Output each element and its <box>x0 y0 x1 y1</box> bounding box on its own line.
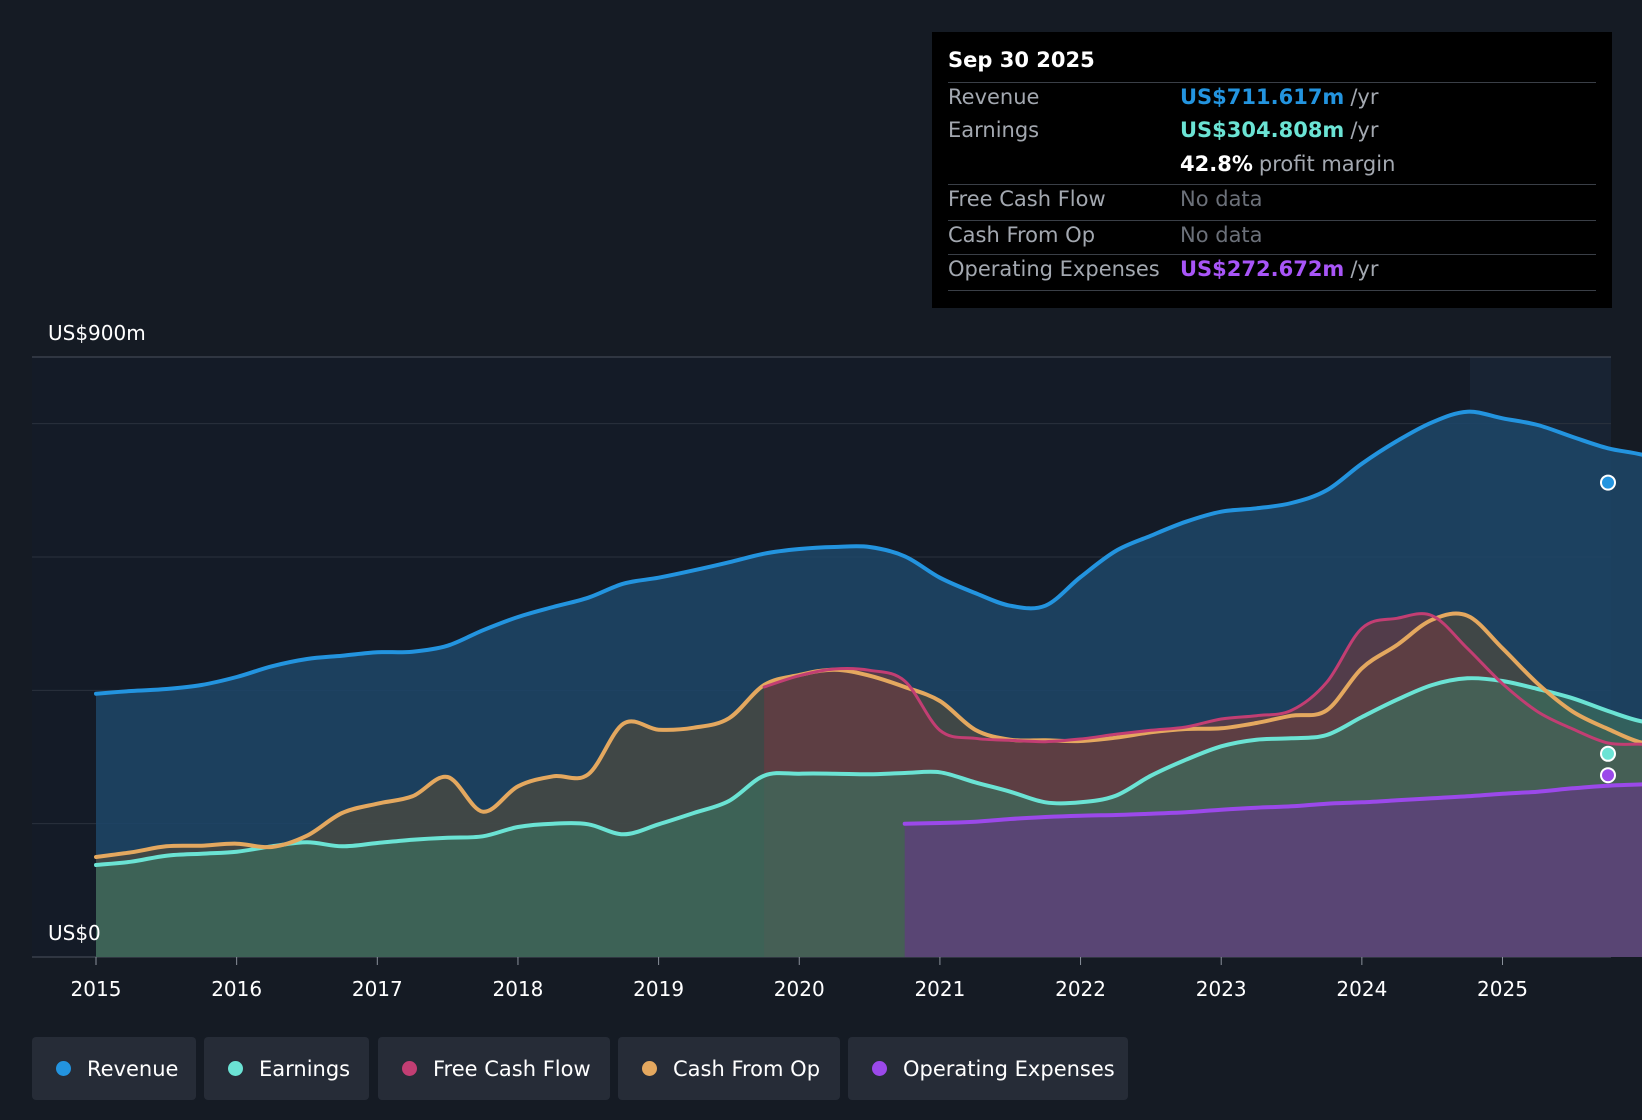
tooltip-value-fcf: No data <box>1180 187 1263 211</box>
legend-dot-earnings <box>228 1061 243 1076</box>
area-operating-expenses <box>904 784 1642 957</box>
revenue-value: US$711.617m <box>1180 85 1345 109</box>
end-marker-revenue <box>1600 474 1616 491</box>
x-tick-label: 2020 <box>774 977 825 1001</box>
legend-label-cash-from-op: Cash From Op <box>673 1056 821 1081</box>
x-tick-label: 2017 <box>352 977 403 1001</box>
legend-free-cash-flow[interactable]: Free Cash Flow <box>378 1037 610 1100</box>
tooltip-value-earnings: US$304.808m/yr <box>1180 118 1378 142</box>
margin-unit: profit margin <box>1258 152 1396 176</box>
legend-label-operating-expenses: Operating Expenses <box>903 1056 1115 1081</box>
legend-label-free-cash-flow: Free Cash Flow <box>433 1056 591 1081</box>
opex-unit: /yr <box>1350 257 1379 281</box>
legend-revenue[interactable]: Revenue <box>32 1037 196 1100</box>
revenue-unit: /yr <box>1350 85 1379 109</box>
tooltip-bottom-rule <box>948 290 1596 291</box>
opex-value: US$272.672m <box>1180 257 1345 281</box>
x-tick-label: 2016 <box>211 977 262 1001</box>
earnings-unit: /yr <box>1350 118 1379 142</box>
x-axis: 2015 2016 2017 2018 2019 2020 2021 2022 2023 2024… <box>71 957 1528 1001</box>
tooltip-value-revenue: US$711.617m/yr <box>1180 85 1378 109</box>
tooltip-row-fcf: Free Cash Flow No data <box>948 184 1596 211</box>
y-axis-bottom-label: US$0 <box>48 921 101 945</box>
series-lines <box>94 409 1642 867</box>
tooltip-label-fcf: Free Cash Flow <box>948 187 1106 211</box>
end-markers <box>1600 474 1616 784</box>
end-marker-earnings <box>1600 745 1616 762</box>
margin-value: 42.8% <box>1180 152 1253 176</box>
tooltip-date: Sep 30 2025 <box>948 48 1095 72</box>
tooltip-row-cfo: Cash From Op No data <box>948 220 1596 247</box>
line-cash-from-op <box>94 611 1642 859</box>
tooltip-label-opex: Operating Expenses <box>948 257 1160 281</box>
earnings-value: US$304.808m <box>1180 118 1345 142</box>
line-free-cash-flow <box>762 612 1642 746</box>
tooltip-label-cfo: Cash From Op <box>948 223 1096 247</box>
tooltip-row-revenue: Revenue US$711.617m/yr <box>948 82 1596 109</box>
legend-earnings[interactable]: Earnings <box>204 1037 369 1100</box>
x-tick-label: 2024 <box>1336 977 1387 1001</box>
x-tick-label: 2018 <box>493 977 544 1001</box>
legend-label-revenue: Revenue <box>87 1056 179 1081</box>
tooltip: Sep 30 2025 Revenue US$711.617m/yr Earni… <box>932 32 1612 308</box>
line-operating-expenses <box>902 782 1642 826</box>
tooltip-label-earnings: Earnings <box>948 118 1040 142</box>
legend-operating-expenses[interactable]: Operating Expenses <box>848 1037 1128 1100</box>
x-tick-label: 2022 <box>1055 977 1106 1001</box>
legend-dot-cash-from-op <box>642 1061 657 1076</box>
x-tick-label: 2021 <box>914 977 965 1001</box>
legend-dot-operating-expenses <box>872 1061 887 1076</box>
legend-dot-revenue <box>56 1061 71 1076</box>
x-tick-label: 2015 <box>71 977 122 1001</box>
tooltip-value-cfo: No data <box>1180 223 1263 247</box>
series-areas <box>96 411 1642 957</box>
legend-label-earnings: Earnings <box>259 1056 351 1081</box>
legend-dot-free-cash-flow <box>402 1061 417 1076</box>
tooltip-row-opex: Operating Expenses US$272.672m/yr <box>948 254 1596 281</box>
end-marker-operating-expenses <box>1600 767 1616 784</box>
tooltip-label-revenue: Revenue <box>948 85 1040 109</box>
line-earnings <box>94 676 1642 867</box>
y-axis-top-label: US$900m <box>48 321 146 345</box>
x-tick-label: 2023 <box>1196 977 1247 1001</box>
legend-cash-from-op[interactable]: Cash From Op <box>618 1037 840 1100</box>
tooltip-value-margin: 42.8% profit margin <box>1180 152 1395 176</box>
line-revenue <box>94 409 1642 696</box>
x-tick-label: 2019 <box>633 977 684 1001</box>
x-tick-label: 2025 <box>1477 977 1528 1001</box>
tooltip-value-opex: US$272.672m/yr <box>1180 257 1378 281</box>
